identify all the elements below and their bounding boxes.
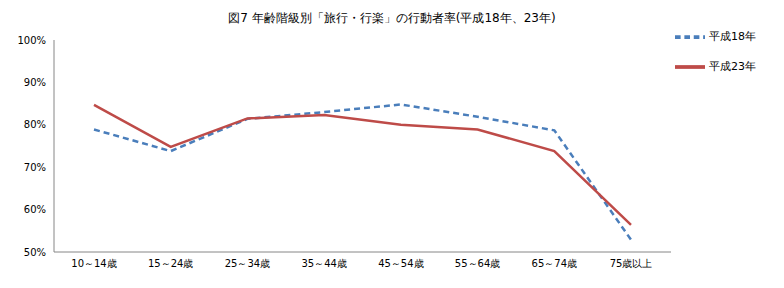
svg-text:90%: 90% [24,77,46,88]
svg-text:60%: 60% [24,204,46,215]
svg-text:80%: 80% [24,119,46,130]
html-text:平成18年: 平成18年 [709,30,756,43]
svg-text:35～44歳: 35～44歳 [301,258,346,269]
html-text:平成23年: 平成23年 [709,60,756,73]
svg-text:65～74歳: 65～74歳 [532,258,577,269]
svg-text:75歳以上: 75歳以上 [610,258,653,269]
svg-text:70%: 70% [24,162,46,173]
svg-text:55～64歳: 55～64歳 [455,258,500,269]
svg-text:50%: 50% [24,247,46,258]
svg-text:25～34歳: 25～34歳 [225,258,270,269]
html-text:図7 年齢階級別「旅行・行楽」の行動者率(平成18年、23年: 図7 年齢階級別「旅行・行楽」の行動者率(平成18年、23年) [228,11,556,25]
svg-text:45～54歳: 45～54歳 [378,258,423,269]
svg-text:100%: 100% [17,35,46,46]
svg-text:10～14歳: 10～14歳 [71,258,116,269]
svg-text:15～24歳: 15～24歳 [148,258,193,269]
